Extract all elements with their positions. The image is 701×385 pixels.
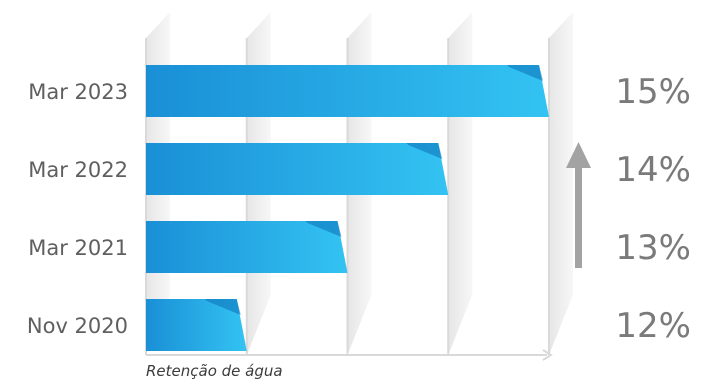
category-label: Mar 2023 [28,80,128,104]
grid-panel [448,12,473,355]
trend-arrow-shaft [575,162,582,268]
bar [146,143,449,195]
trend-arrow-head [566,142,591,168]
category-label: Mar 2021 [28,236,128,260]
category-label: Nov 2020 [27,314,128,338]
bars [146,65,549,351]
bar [146,65,549,117]
x-axis-label: Retenção de água [146,362,283,380]
bar-fold [305,221,342,237]
bar-fold [507,65,543,81]
bar [146,299,247,351]
bar-fold [406,143,443,159]
value-label: 15% [615,72,691,112]
category-label: Mar 2022 [28,158,128,182]
bar [146,221,348,273]
grid-panel [549,12,573,355]
value-label: 12% [615,306,691,346]
trend-arrow [566,142,591,268]
value-label: 14% [615,150,691,190]
labels: Mar 2023 15% Mar 2022 14% Mar 2021 13% Nov 202… [27,72,691,346]
x-axis-arrowhead [542,349,553,361]
value-label: 13% [615,228,691,268]
bar-fold [204,299,241,315]
